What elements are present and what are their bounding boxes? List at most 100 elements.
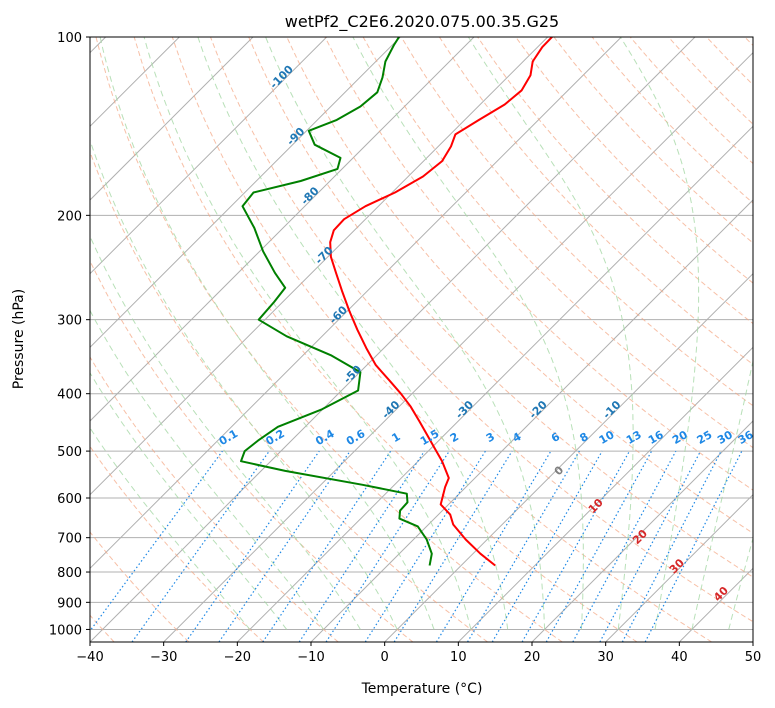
mixing-ratio-line [466,450,580,642]
moist-adiabat-line [265,37,546,630]
moist-adiabat-line [99,37,435,630]
mixing-ratio-line [325,450,450,642]
x-tick-label: 10 [450,650,467,665]
dry-adiabat-line [515,37,753,284]
x-tick-label: −10 [297,650,324,665]
isotherm-line [90,37,622,570]
mixing-ratio-line [644,450,743,642]
mixing-ratio-label: 10 [597,428,617,447]
moist-adiabat-line [352,37,584,630]
isotherm-line [605,493,753,642]
mixing-ratio-line [521,450,631,642]
isotherm-line [90,37,254,201]
isotherm-line [384,272,753,642]
dry-adiabat-line [706,37,753,86]
x-axis: −40 −30 −20 −10 0 10 20 30 40 50 [76,642,761,665]
mixing-ratio-line [599,450,702,642]
x-tick-label: 40 [671,650,688,665]
dry-adiabat-line [90,531,190,642]
dry-adiabat-line [210,37,753,623]
mixing-ratio-label: 1 [390,430,403,445]
x-axis-label: Temperature (°C) [361,681,483,697]
dewpoint-profile-line [240,37,433,566]
isotherm-line [90,37,696,642]
mixing-ratio-line [262,450,392,642]
y-tick-label: 800 [57,566,82,581]
isotherm-line [90,37,475,422]
dry-adiabat-label: 30 [667,556,687,576]
mixing-ratio-label: 2 [448,430,461,445]
y-axis: 100 200 300 400 500 600 700 800 900 1000 [49,31,90,638]
dry-adiabat-line [362,37,753,449]
isotherm-line [236,125,753,642]
dry-adiabat-line [133,37,638,642]
mixing-ratio-label: 25 [695,428,715,447]
moist-adiabat-line [197,37,509,630]
mixing-ratio-line [621,450,722,642]
x-tick-label: 0 [381,650,389,665]
isotherm-line [90,37,401,349]
mixing-ratio-label: 0.4 [313,427,337,448]
y-tick-label: 500 [57,445,82,460]
mixing-ratio-label: 36 [736,428,756,447]
adiabat-label: -50 [341,363,364,386]
adiabat-label: -100 [267,63,296,92]
mixing-ratio-label: 16 [646,428,666,447]
moist-adiabat-line [728,536,753,630]
isotherm-line [163,51,753,642]
mixing-ratio-label: 30 [715,428,735,447]
dry-adiabat-line [248,37,753,578]
dry-adiabat-line [90,259,414,642]
x-tick-label: −40 [76,650,103,665]
temperature-profile-line [329,37,554,567]
mixing-ratio-line [185,450,320,642]
dry-adiabat-line [324,37,753,491]
x-tick-label: 30 [597,650,614,665]
x-tick-label: −20 [224,650,251,665]
moist-adiabat-line [691,358,753,630]
dry-adiabat-line [171,37,712,642]
plot-frame [89,36,754,643]
adiabat-label: -90 [284,125,307,148]
isotherm-line [678,567,753,642]
dry-adiabat-label: 20 [630,527,650,547]
y-tick-label: 700 [57,532,82,547]
mixing-ratio-line [364,450,486,642]
isotherm-line [90,37,549,496]
dry-adiabat-line [90,356,339,642]
moist-adiabat-line [90,427,251,630]
y-tick-label: 900 [57,596,82,611]
mixing-ratio-label: 20 [670,428,690,447]
adiabat-label: -30 [453,398,476,421]
isotherm-line [90,37,328,275]
y-tick-label: 300 [57,314,82,329]
background-lines [90,37,753,642]
mixing-ratio-line [572,450,677,642]
mixing-ratio-line [545,450,653,642]
dry-adiabat-line [553,37,753,244]
x-tick-label: 20 [524,650,541,665]
y-tick-label: 1000 [49,623,82,638]
mixing-ratio-label: 13 [624,428,644,447]
x-tick-label: 50 [745,650,762,665]
moist-adiabat-line [90,138,398,630]
adiabat-label: -20 [527,398,550,421]
mixing-ratio-label: 0.2 [263,427,286,448]
dry-adiabat-line [95,37,563,642]
isotherm-line [531,420,753,642]
y-tick-label: 100 [57,31,82,46]
dry-adiabat-line [438,37,753,366]
y-tick-label: 200 [57,209,82,224]
moist-adiabat-line [143,37,472,630]
moist-adiabat-line [90,309,324,630]
moist-adiabat-line [467,37,634,630]
chart-title: wetPf2_C2E6.2020.075.00.35.G25 [285,12,559,32]
mixing-ratio-label: 3 [484,430,497,445]
profiles [240,37,554,567]
mixing-ratio-line [491,450,603,642]
mixing-ratio-line [218,450,351,642]
mixing-ratio-label: 0.6 [344,427,368,448]
mixing-ratio-label: 4 [510,430,523,445]
y-tick-label: 600 [57,492,82,507]
